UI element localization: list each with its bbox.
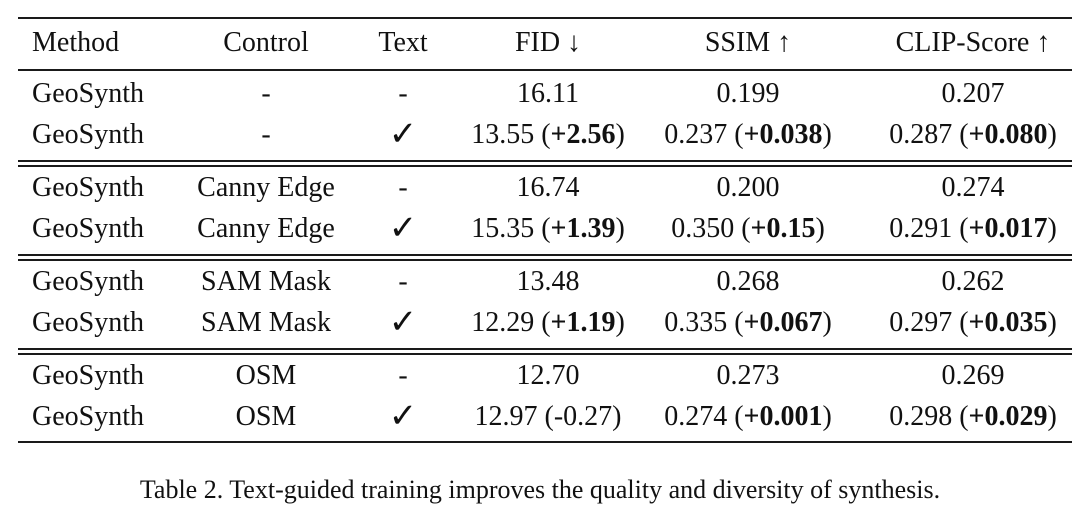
control-cell: SAM Mask: [201, 266, 331, 297]
method-cell: GeoSynth: [32, 307, 144, 338]
control-cell: Canny Edge: [197, 172, 335, 203]
method-cell: GeoSynth: [32, 213, 144, 244]
clip-score-cell: 0.297 (+0.035): [889, 307, 1057, 338]
fid-cell: 16.74: [516, 172, 580, 203]
table-row: GeoSynth Canny Edge ✓ 15.35 (+1.39) 0.35…: [18, 209, 1072, 249]
group-separator-rule: [18, 353, 1072, 355]
ssim-cell: 0.200: [716, 172, 780, 203]
table-row: GeoSynth - ✓ 13.55 (+2.56) 0.237 (+0.038…: [18, 115, 1072, 155]
fid-cell: 13.55 (+2.56): [471, 119, 625, 150]
text-cell: -: [398, 78, 408, 109]
method-cell: GeoSynth: [32, 401, 144, 432]
method-cell: GeoSynth: [32, 78, 144, 109]
clip-score-cell: 0.287 (+0.080): [889, 119, 1057, 150]
ssim-cell: 0.273: [716, 360, 780, 391]
fid-cell: 15.35 (+1.39): [471, 213, 625, 244]
control-cell: OSM: [235, 401, 297, 432]
ssim-cell: 0.237 (+0.038): [664, 119, 832, 150]
fid-cell: 12.97 (-0.27): [474, 401, 622, 432]
control-cell: -: [261, 78, 271, 109]
ssim-cell: 0.199: [716, 78, 780, 109]
table-row: GeoSynth - - 16.11 0.199 0.207: [18, 74, 1072, 114]
table-header-row: Method Control Text FID ↓ SSIM ↑ CLIP-Sc…: [18, 23, 1072, 63]
table-row: GeoSynth OSM ✓ 12.97 (-0.27) 0.274 (+0.0…: [18, 397, 1072, 437]
clip-score-cell: 0.274: [941, 172, 1005, 203]
table-row: GeoSynth SAM Mask ✓ 12.29 (+1.19) 0.335 …: [18, 303, 1072, 343]
method-cell: GeoSynth: [32, 119, 144, 150]
checkmark-icon: ✓: [388, 398, 418, 435]
group-separator-rule: [18, 160, 1072, 162]
header-rule: [18, 69, 1072, 71]
table-row: GeoSynth Canny Edge - 16.74 0.200 0.274: [18, 168, 1072, 208]
control-cell: SAM Mask: [201, 307, 331, 338]
header-text: Text: [378, 27, 428, 58]
checkmark-icon: ✓: [388, 210, 418, 247]
group-separator-rule: [18, 165, 1072, 167]
group-separator-rule: [18, 254, 1072, 256]
ssim-cell: 0.350 (+0.15): [671, 213, 825, 244]
header-ssim: SSIM ↑: [704, 27, 792, 58]
ssim-cell: 0.335 (+0.067): [664, 307, 832, 338]
text-cell: -: [398, 266, 408, 297]
ssim-cell: 0.274 (+0.001): [664, 401, 832, 432]
bottom-rule: [18, 441, 1072, 443]
control-cell: -: [261, 119, 271, 150]
fid-cell: 12.70: [516, 360, 580, 391]
control-cell: Canny Edge: [197, 213, 335, 244]
table-caption: Table 2. Text-guided training improves t…: [139, 475, 941, 504]
method-cell: GeoSynth: [32, 360, 144, 391]
fid-cell: 13.48: [516, 266, 580, 297]
checkmark-icon: ✓: [388, 304, 418, 341]
header-method: Method: [32, 27, 120, 58]
control-cell: OSM: [235, 360, 297, 391]
clip-score-cell: 0.269: [941, 360, 1005, 391]
fid-cell: 16.11: [517, 78, 579, 109]
table-row: GeoSynth SAM Mask - 13.48 0.268 0.262: [18, 262, 1072, 302]
method-cell: GeoSynth: [32, 172, 144, 203]
clip-score-cell: 0.291 (+0.017): [889, 213, 1057, 244]
group-separator-rule: [18, 259, 1072, 261]
text-cell: -: [398, 360, 408, 391]
method-cell: GeoSynth: [32, 266, 144, 297]
group-separator-rule: [18, 348, 1072, 350]
fid-cell: 12.29 (+1.19): [471, 307, 625, 338]
ssim-cell: 0.268: [716, 266, 780, 297]
header-fid: FID ↓: [514, 27, 582, 58]
checkmark-icon: ✓: [388, 116, 418, 153]
header-control: Control: [223, 27, 309, 58]
clip-score-cell: 0.207: [941, 78, 1005, 109]
text-cell: -: [398, 172, 408, 203]
clip-score-cell: 0.298 (+0.029): [889, 401, 1057, 432]
top-rule: [18, 17, 1072, 19]
header-clip-score: CLIP-Score ↑: [895, 27, 1051, 58]
table-row: GeoSynth OSM - 12.70 0.273 0.269: [18, 356, 1072, 396]
clip-score-cell: 0.262: [941, 266, 1005, 297]
